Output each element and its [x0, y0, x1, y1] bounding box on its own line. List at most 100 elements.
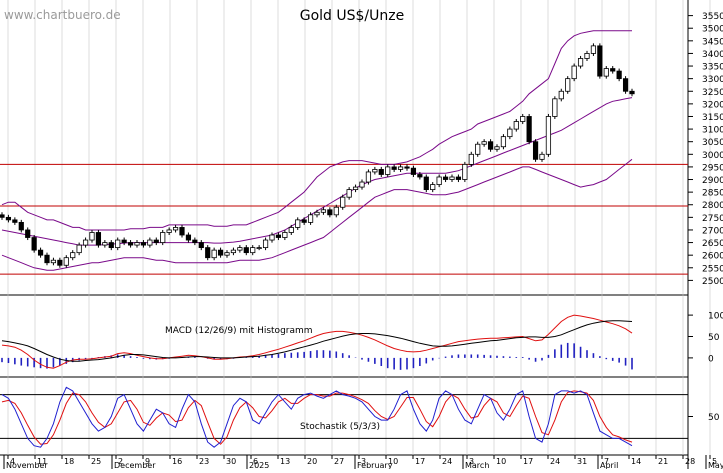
- candle-body: [288, 227, 294, 233]
- month-label: April: [600, 461, 618, 469]
- candle-body: [217, 249, 224, 256]
- stochastic-panel: [0, 386, 688, 448]
- candle-body: [397, 166, 404, 170]
- candle-body: [622, 78, 629, 92]
- stochastic-y-tick-label: 50: [708, 413, 720, 423]
- candle-body: [269, 234, 275, 241]
- candle-body: [462, 163, 468, 180]
- price-y-tick-label: 3300: [702, 75, 723, 85]
- candle-body: [391, 166, 397, 170]
- x-tick-label: 7: [604, 457, 609, 466]
- x-tick-label: 2: [118, 457, 123, 466]
- x-tick-label: 5: [712, 457, 717, 466]
- candle-body: [301, 219, 307, 223]
- candle-body: [160, 232, 166, 243]
- grid-layer: [7, 0, 711, 455]
- price-y-tick-label: 2750: [702, 214, 723, 224]
- month-label: November: [6, 461, 48, 469]
- axis-layer: 2500255026002650270027502800285029002950…: [3, 12, 723, 470]
- candle-body: [603, 68, 609, 77]
- price-y-tick-label: 2900: [702, 176, 723, 186]
- candle-body: [340, 196, 346, 208]
- x-tick-label: 21: [658, 457, 668, 466]
- x-tick-label: 11: [37, 457, 47, 466]
- macd-line: [1, 314, 633, 369]
- candle-body: [89, 232, 95, 241]
- candle-body: [63, 257, 69, 266]
- candle-body: [410, 167, 417, 175]
- x-tick-label: 3: [469, 457, 474, 466]
- candle-body: [584, 53, 590, 59]
- price-y-tick-label: 3350: [702, 63, 723, 73]
- x-tick-label: 28: [685, 457, 695, 466]
- x-tick-label: 16: [172, 457, 182, 466]
- macd-y-tick-label: 100: [708, 312, 723, 322]
- candle-body: [449, 176, 455, 180]
- x-tick-label: 17: [415, 457, 425, 466]
- candle-body: [282, 232, 288, 238]
- x-tick-label: 25: [91, 457, 101, 466]
- candle-body: [430, 184, 436, 191]
- candle-body: [545, 116, 552, 155]
- macd-panel: [1, 314, 633, 370]
- candle-body: [539, 153, 545, 160]
- candle-body: [513, 121, 519, 130]
- x-tick-label: 24: [442, 457, 452, 466]
- candle-body: [494, 146, 500, 150]
- candle-body: [468, 153, 474, 165]
- candle-body: [185, 234, 192, 241]
- candle-body: [70, 252, 76, 259]
- price-y-tick-label: 2950: [702, 163, 723, 173]
- candle-body: [18, 221, 24, 231]
- candle-body: [442, 176, 449, 180]
- price-y-tick-label: 3000: [702, 151, 723, 161]
- candle-body: [172, 227, 179, 231]
- macd-title: MACD (12/26/9) mit Histogramm: [165, 326, 313, 336]
- candle-body: [50, 259, 57, 264]
- x-tick-label: 27: [334, 457, 344, 466]
- price-y-tick-label: 2550: [702, 264, 723, 274]
- candle-body: [76, 244, 82, 254]
- candle-body: [365, 171, 372, 183]
- candle-body: [37, 249, 44, 256]
- candle-body: [57, 259, 63, 266]
- bollinger-band-line: [1, 158, 633, 271]
- month-label: May: [708, 461, 723, 469]
- candle-body: [532, 141, 539, 160]
- price-y-tick-label: 2500: [702, 277, 723, 287]
- price-y-tick-label: 3200: [702, 100, 723, 110]
- candle-body: [250, 247, 256, 254]
- price-y-tick-label: 3400: [702, 50, 723, 60]
- candle-body: [224, 252, 230, 256]
- candle-body: [571, 65, 577, 80]
- candle-body: [436, 176, 442, 185]
- candle-body: [520, 116, 526, 122]
- candle-body: [102, 242, 108, 246]
- candle-body: [205, 247, 211, 259]
- candle-body: [166, 229, 172, 233]
- candle-body: [256, 247, 262, 250]
- candle-body: [153, 239, 159, 243]
- x-tick-label: 24: [550, 457, 560, 466]
- macd-y-tick-label: 50: [708, 333, 720, 343]
- candle-body: [12, 219, 18, 223]
- x-tick-label: 13: [280, 457, 290, 466]
- watermark: www.chartbuero.de: [4, 8, 121, 22]
- candle-body: [590, 45, 597, 54]
- candle-body: [346, 189, 352, 198]
- price-panel: [0, 30, 635, 271]
- candle-body: [192, 239, 198, 243]
- candle-body: [359, 181, 365, 188]
- candle-body: [44, 254, 50, 264]
- macd-signal-line: [1, 320, 633, 362]
- candle-body: [179, 227, 185, 236]
- x-tick-label: 3: [361, 457, 366, 466]
- price-y-tick-label: 3100: [702, 126, 723, 136]
- price-y-tick-label: 3050: [702, 138, 723, 148]
- candle-body: [481, 141, 487, 145]
- candle-body: [487, 141, 494, 150]
- x-tick-label: 4: [10, 457, 15, 466]
- candle-body: [372, 169, 378, 173]
- candle-body: [134, 242, 140, 246]
- stochastic-title: Stochastik (5/3/3): [300, 422, 380, 432]
